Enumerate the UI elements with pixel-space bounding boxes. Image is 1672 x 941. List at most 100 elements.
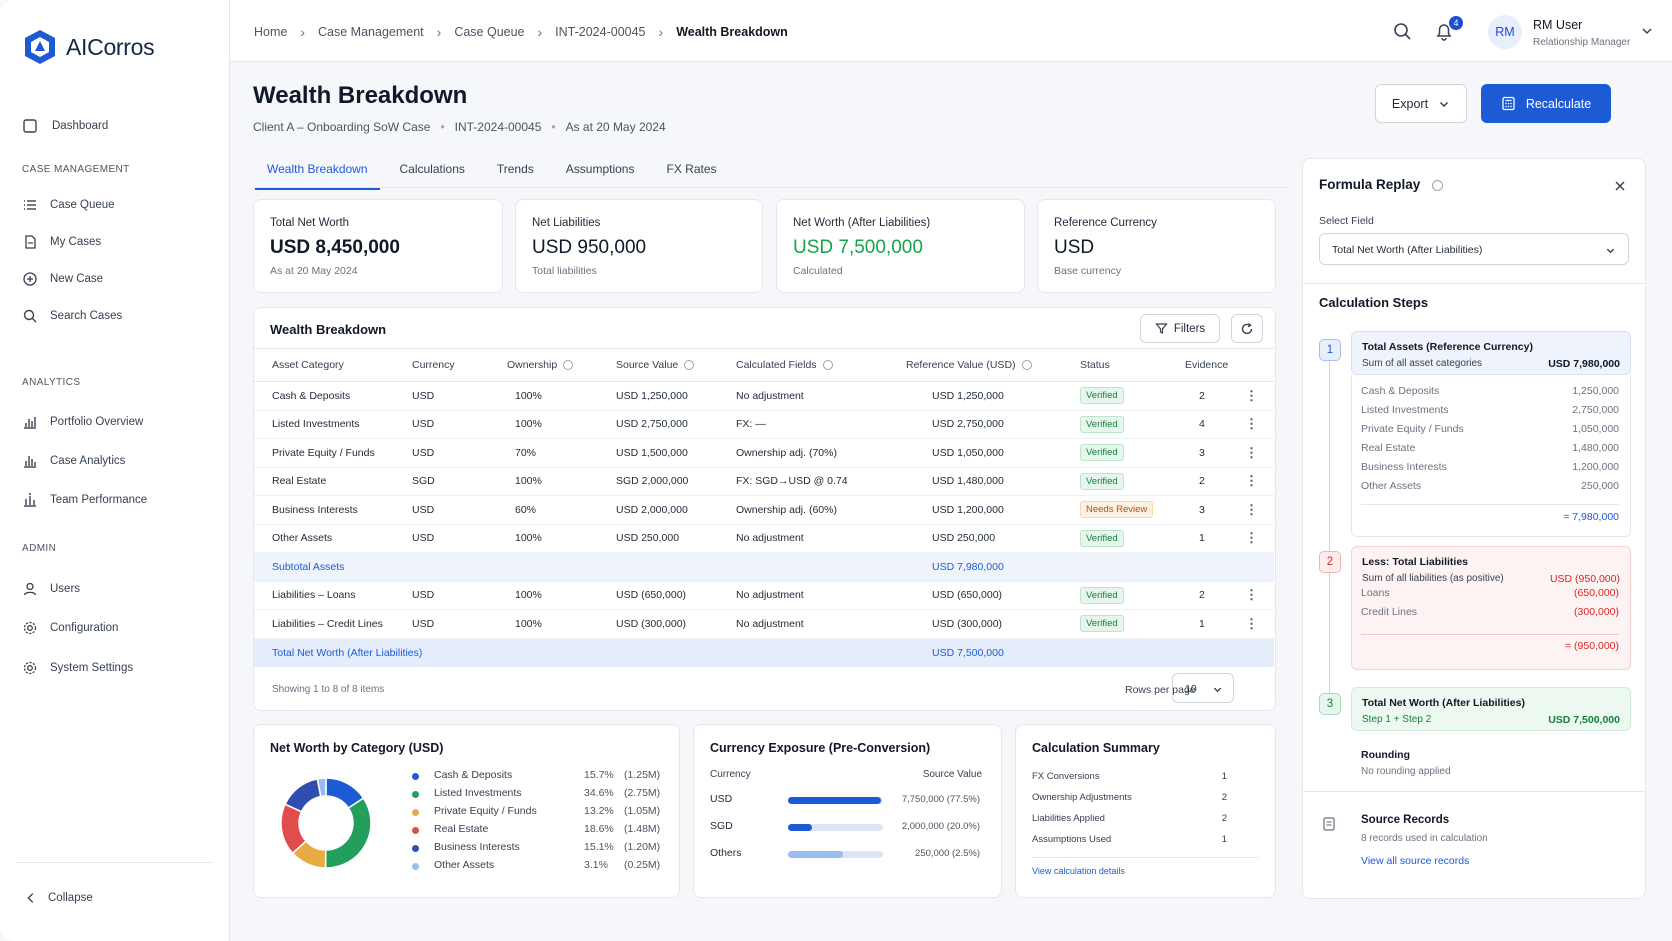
kpi-sub: Total liabilities <box>532 265 597 277</box>
col-calculated-fields[interactable]: Calculated Fields <box>736 348 906 382</box>
more-vertical-icon[interactable]: ⋮ <box>1245 473 1258 489</box>
close-icon[interactable] <box>1613 179 1627 193</box>
sidebar-item-case-analytics[interactable]: Case Analytics <box>22 453 125 469</box>
calc-summary-label: Ownership Adjustments <box>1032 792 1132 803</box>
table-row[interactable]: Real Estate SGD 100% SGD 2,000,000 FX: SGD→U… <box>254 467 1274 496</box>
user-name[interactable]: RM User <box>1533 18 1583 32</box>
more-vertical-icon[interactable]: ⋮ <box>1245 387 1258 403</box>
client-name: Client A – Onboarding SoW Case <box>253 120 431 134</box>
breadcrumb-case-id[interactable]: INT-2024-00045 <box>555 25 646 39</box>
more-vertical-icon[interactable]: ⋮ <box>1245 615 1258 631</box>
info-icon[interactable] <box>563 360 574 371</box>
calc-summary-divider <box>1032 857 1259 858</box>
info-icon[interactable] <box>1432 179 1444 191</box>
table-row[interactable]: Liabilities – Loans USD 100% USD (650,000) N… <box>254 581 1274 610</box>
donut-slice-listed-investments[interactable] <box>324 797 372 869</box>
step-2-total: = (950,000) <box>1565 640 1619 652</box>
more-vertical-icon[interactable]: ⋮ <box>1245 416 1258 432</box>
steps-connector-line <box>1329 359 1330 711</box>
view-calculation-details-link[interactable]: View calculation details <box>1032 866 1125 876</box>
table-row[interactable]: Other Assets USD 100% USD 250,000 No adjustm… <box>254 524 1274 553</box>
sidebar-item-dashboard[interactable]: Dashboard <box>22 118 108 134</box>
table-row[interactable]: Liabilities – Credit Lines USD 100% USD (30… <box>254 609 1274 639</box>
collapse-button[interactable]: Collapse <box>24 891 93 905</box>
chart-title: Net Worth by Category (USD) <box>270 741 444 755</box>
sidebar-item-team-performance[interactable]: Team Performance <box>22 492 147 508</box>
tab-wealth-breakdown[interactable]: Wealth Breakdown <box>255 150 380 190</box>
col-asset-category[interactable]: Asset Category <box>254 348 412 382</box>
app-logo[interactable]: AICorros <box>22 28 155 66</box>
refresh-icon <box>1241 322 1253 334</box>
status-badge: Verified <box>1080 529 1124 547</box>
info-icon[interactable] <box>1021 360 1032 371</box>
currency-name: SGD <box>710 820 733 832</box>
recalculate-button[interactable]: Recalculate <box>1481 84 1611 123</box>
calc-summary-count: 1 <box>1221 771 1227 782</box>
tab-assumptions[interactable]: Assumptions <box>565 162 635 176</box>
tab-calculations[interactable]: Calculations <box>399 162 465 176</box>
donut-slice-business-interests[interactable] <box>284 777 322 813</box>
step-3-box: Total Net Worth (After Liabilities) Step… <box>1351 687 1631 731</box>
legend-swatch <box>412 845 419 852</box>
sidebar-item-configuration[interactable]: Configuration <box>22 620 118 636</box>
cell-calculated-fields: No adjustment <box>736 609 906 639</box>
avatar[interactable]: RM <box>1488 15 1522 49</box>
sidebar-item-case-queue[interactable]: Case Queue <box>22 197 115 213</box>
col-status[interactable]: Status <box>1080 348 1185 382</box>
more-vertical-icon[interactable]: ⋮ <box>1245 501 1258 517</box>
more-vertical-icon[interactable]: ⋮ <box>1245 587 1258 603</box>
sidebar-item-portfolio-overview[interactable]: Portfolio Overview <box>22 414 143 430</box>
currency-exposure-title: Currency Exposure (Pre-Conversion) <box>710 741 931 755</box>
col-reference-value[interactable]: Reference Value (USD) <box>906 348 1080 382</box>
gear-icon <box>23 661 37 675</box>
bell-icon[interactable] <box>1433 20 1455 42</box>
filters-button[interactable]: Filters <box>1140 314 1220 343</box>
breadcrumb-case-management[interactable]: Case Management <box>318 25 424 39</box>
search-icon[interactable] <box>1391 20 1413 42</box>
sidebar-item-new-case[interactable]: New Case <box>22 271 103 287</box>
records-icon <box>1323 817 1335 831</box>
cell-source-value: SGD 2,000,000 <box>616 467 736 496</box>
breadcrumb-case-queue[interactable]: Case Queue <box>454 25 525 39</box>
rows-per-page-select[interactable]: 10 <box>1172 673 1234 703</box>
refresh-button[interactable] <box>1231 314 1263 343</box>
calculation-summary-card: Calculation Summary FX Conversions 1 Owner… <box>1015 724 1276 898</box>
col-currency[interactable]: Currency <box>412 348 507 382</box>
col-evidence[interactable]: Evidence <box>1185 348 1245 382</box>
tab-trends[interactable]: Trends <box>496 162 534 176</box>
kpi-value: USD 7,500,000 <box>793 237 923 258</box>
sidebar-item-system-settings[interactable]: System Settings <box>22 660 133 676</box>
section-analytics: ANALYTICS <box>22 377 81 388</box>
cell-asset-category: Real Estate <box>254 467 412 496</box>
breadcrumb-home[interactable]: Home <box>254 25 288 39</box>
step-line-item: Credit Lines (300,000) <box>1361 606 1619 618</box>
table-row[interactable]: Business Interests USD 60% USD 2,000,000 Own… <box>254 495 1274 525</box>
table-row[interactable]: Cash & Deposits USD 100% USD 1,250,000 No ad… <box>254 381 1274 411</box>
status-badge: Verified <box>1080 472 1124 490</box>
info-icon[interactable] <box>822 360 833 371</box>
more-vertical-icon[interactable]: ⋮ <box>1245 530 1258 546</box>
table-row[interactable]: Listed Investments USD 100% USD 2,750,000 FX… <box>254 410 1274 439</box>
kpi-label: Net Liabilities <box>532 217 601 229</box>
view-all-source-records-link[interactable]: View all source records <box>1361 855 1470 867</box>
col-ownership[interactable]: Ownership <box>507 348 616 382</box>
table-title: Wealth Breakdown <box>270 322 387 337</box>
select-field-dropdown[interactable]: Total Net Worth (After Liabilities) <box>1319 233 1629 265</box>
export-button[interactable]: Export <box>1375 84 1467 123</box>
logo-icon <box>25 30 55 64</box>
cell-source-value: USD 1,250,000 <box>616 381 736 411</box>
sidebar-item-users[interactable]: Users <box>22 581 80 597</box>
chevron-down-icon[interactable] <box>1640 24 1654 38</box>
more-vertical-icon[interactable]: ⋮ <box>1245 444 1258 460</box>
wealth-table: Asset Category Currency Ownership Source… <box>254 348 1274 667</box>
info-icon[interactable] <box>684 360 695 371</box>
chevron-right-icon: › <box>436 24 442 40</box>
sidebar-item-my-cases[interactable]: My Cases <box>22 234 101 250</box>
col-source-value[interactable]: Source Value <box>616 348 736 382</box>
table-row[interactable]: Private Equity / Funds USD 70% USD 1,500,00… <box>254 438 1274 468</box>
sidebar-item-search-cases[interactable]: Search Cases <box>22 308 122 324</box>
legend-item: Private Equity / Funds 13.2% (1.05M) <box>412 805 667 823</box>
rounding-value: No rounding applied <box>1361 766 1451 777</box>
donut-slice-other-assets[interactable] <box>316 777 327 798</box>
tab-fx-rates[interactable]: FX Rates <box>666 162 717 176</box>
